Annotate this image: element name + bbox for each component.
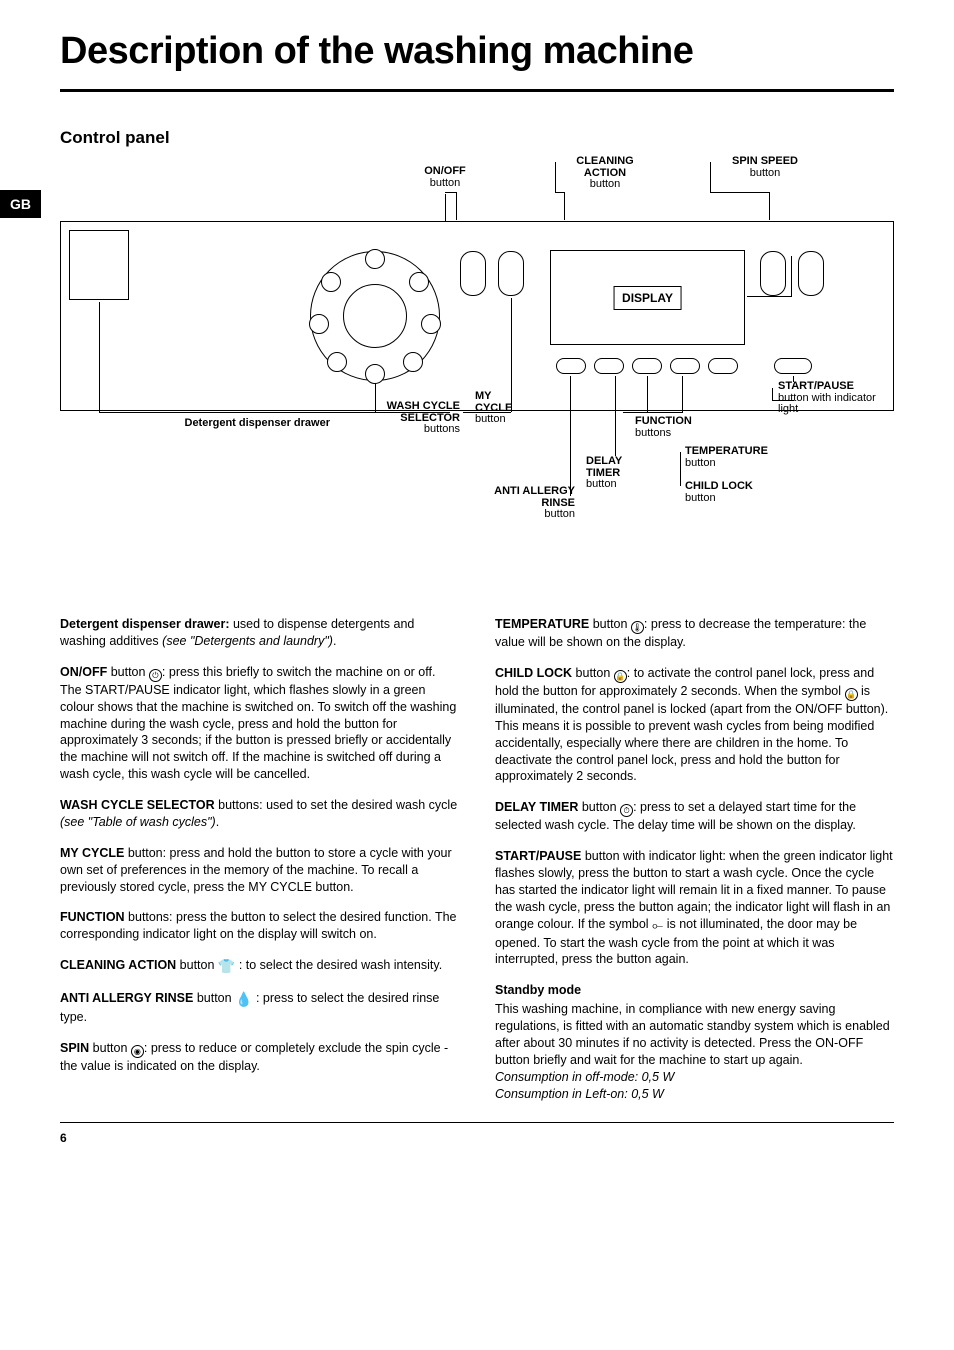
lock-icon: 🔒 — [614, 670, 627, 683]
footer-rule — [60, 1122, 894, 1123]
on-off-button-shape — [460, 251, 486, 296]
callout-start-pause: START/PAUSE button with indicator light — [778, 381, 898, 416]
para-on-off: ON/OFF button ⏻: press this briefly to s… — [60, 664, 459, 783]
language-tab: GB — [0, 190, 41, 218]
para-temperature: TEMPERATURE button 🌡: press to decrease … — [495, 616, 894, 651]
shirt-icon: 👕 — [218, 957, 235, 976]
para-function: FUNCTION buttons: press the button to se… — [60, 909, 459, 943]
lock-icon: 🔒 — [845, 688, 858, 701]
para-spin: SPIN button ◉: press to reduce or comple… — [60, 1040, 459, 1075]
temp-button-shape — [798, 251, 824, 296]
callout-cleaning-action: CLEANING ACTION button — [560, 156, 650, 191]
para-child-lock: CHILD LOCK button 🔒: to activate the con… — [495, 665, 894, 785]
spin-icon: ◉ — [131, 1045, 144, 1058]
panel-frame — [60, 221, 894, 411]
body-columns: Detergent dispenser drawer: used to disp… — [60, 616, 894, 1102]
power-icon: ⏻ — [149, 669, 162, 682]
detergent-drawer-shape — [69, 230, 129, 300]
spin-button-shape — [760, 251, 786, 296]
standby-heading: Standby mode — [495, 982, 894, 999]
callout-temperature: TEMPERATURE button — [685, 446, 815, 469]
start-pause-button-shape — [774, 358, 812, 374]
page-title: Description of the washing machine — [60, 30, 894, 73]
display-shape: DISPLAY — [550, 250, 745, 345]
right-column: TEMPERATURE button 🌡: press to decrease … — [495, 616, 894, 1102]
callout-function: FUNCTION buttons — [635, 416, 715, 439]
para-wash-selector: WASH CYCLE SELECTOR buttons: used to set… — [60, 797, 459, 831]
callout-detergent-drawer: Detergent dispenser drawer — [120, 418, 330, 430]
title-rule — [60, 89, 894, 92]
control-panel-heading: Control panel — [60, 128, 894, 148]
my-cycle-button-shape — [498, 251, 524, 296]
para-detergent-drawer: Detergent dispenser drawer: used to disp… — [60, 616, 459, 650]
callout-child-lock: CHILD LOCK button — [685, 481, 815, 504]
para-cleaning-action: CLEANING ACTION button 👕 : to select the… — [60, 957, 459, 976]
callout-my-cycle: MY CYCLE button — [475, 391, 530, 426]
temp-icon: 🌡 — [631, 621, 644, 634]
callout-spin-speed: SPIN SPEED button — [715, 156, 815, 179]
left-column: Detergent dispenser drawer: used to disp… — [60, 616, 459, 1102]
callout-delay-timer: DELAY TIMER button — [586, 456, 646, 491]
selector-dial — [310, 251, 440, 381]
timer-icon: ⏱ — [620, 804, 633, 817]
callout-wash-selector: WASH CYCLE SELECTOR buttons — [380, 401, 460, 436]
callout-on-off: ON/OFF button — [405, 166, 485, 189]
para-delay-timer: DELAY TIMER button ⏱: press to set a del… — [495, 799, 894, 834]
para-start-pause: START/PAUSE button with indicator light:… — [495, 848, 894, 968]
control-panel-diagram: ON/OFF button CLEANING ACTION button SPI… — [60, 156, 894, 586]
para-anti-allergy: ANTI ALLERGY RINSE button 💧 : press to s… — [60, 990, 459, 1026]
callout-anti-allergy: ANTI ALLERGY RINSE button — [485, 486, 575, 521]
rinse-icon: 💧 — [235, 990, 252, 1009]
door-lock-icon: ⟜ — [652, 916, 663, 935]
para-standby: This washing machine, in compliance with… — [495, 1001, 894, 1102]
para-my-cycle: MY CYCLE button: press and hold the butt… — [60, 845, 459, 896]
page-number: 6 — [60, 1131, 894, 1145]
